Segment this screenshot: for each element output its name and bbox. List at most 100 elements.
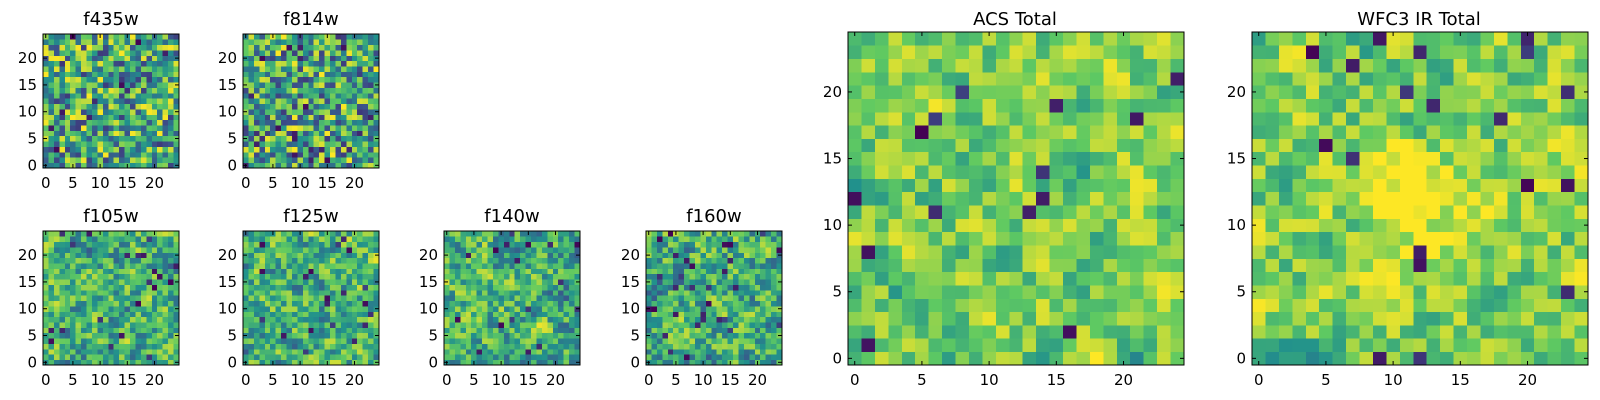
heatmap-cell xyxy=(113,55,120,62)
heatmap-cell xyxy=(694,359,701,366)
heatmap-cell xyxy=(1076,231,1091,246)
heatmap-cell xyxy=(1089,325,1104,339)
heatmap-cell xyxy=(558,311,565,318)
heatmap-cell xyxy=(646,295,652,302)
heatmap-cell xyxy=(662,247,669,253)
heatmap-cell xyxy=(97,82,104,88)
heatmap-cell xyxy=(1103,165,1118,179)
heatmap-cell xyxy=(124,125,131,131)
heatmap-cell xyxy=(91,231,98,237)
heatmap-cell xyxy=(330,316,336,323)
heatmap-cell xyxy=(59,109,66,115)
heatmap-cell xyxy=(281,130,287,137)
heatmap-cell xyxy=(1170,231,1185,246)
heatmap-cell xyxy=(1116,71,1131,86)
heatmap-cell xyxy=(81,162,87,169)
heatmap-cell xyxy=(151,146,158,153)
heatmap-cell xyxy=(346,306,353,312)
heatmap-cell xyxy=(1332,271,1347,286)
heatmap-cell xyxy=(319,103,325,110)
heatmap-cell xyxy=(955,298,970,313)
heatmap-cell xyxy=(368,273,374,280)
heatmap-cell xyxy=(1561,338,1575,353)
heatmap-cell xyxy=(324,71,331,78)
heatmap-cell xyxy=(130,162,136,169)
heatmap-cell xyxy=(43,44,49,51)
heatmap-cell xyxy=(248,231,255,237)
heatmap-cell xyxy=(330,82,336,88)
heatmap-cell xyxy=(162,332,169,339)
heatmap-cell xyxy=(135,50,142,56)
heatmap-cell xyxy=(140,289,147,296)
heatmap-cell xyxy=(48,273,55,280)
heatmap-cell xyxy=(476,306,483,312)
heatmap-cell xyxy=(253,50,260,56)
x-tick-label: 15 xyxy=(1047,371,1066,389)
heatmap-cell xyxy=(1399,245,1414,259)
heatmap-cell xyxy=(362,39,369,46)
heatmap-cell xyxy=(874,165,889,179)
heatmap-cell xyxy=(520,348,526,355)
heatmap-cell xyxy=(1399,165,1414,179)
heatmap-cell xyxy=(563,284,570,291)
heatmap-cell xyxy=(108,236,115,243)
heatmap-cell xyxy=(874,178,889,193)
heatmap-cell xyxy=(243,300,249,307)
heatmap-cell xyxy=(874,205,889,219)
heatmap-cell xyxy=(771,359,777,366)
heatmap-cell xyxy=(1426,351,1441,366)
heatmap-cell xyxy=(168,338,174,344)
heatmap-cell xyxy=(531,316,537,323)
heatmap-cell xyxy=(64,252,71,259)
heatmap-cell xyxy=(1278,205,1293,219)
heatmap-cell xyxy=(716,231,723,237)
heatmap-cell xyxy=(1372,178,1387,193)
heatmap-cell xyxy=(168,311,174,318)
heatmap-cell xyxy=(563,311,570,318)
heatmap-cell xyxy=(162,322,169,328)
heatmap-cell xyxy=(286,98,293,105)
heatmap-cell xyxy=(291,327,298,334)
heatmap-cell xyxy=(357,60,364,67)
heatmap-cell xyxy=(340,279,347,285)
heatmap-cell xyxy=(146,306,153,312)
heatmap-cell xyxy=(270,119,276,126)
heatmap-cell xyxy=(471,252,477,259)
heatmap-cell xyxy=(297,252,304,259)
heatmap-cell xyxy=(733,252,739,259)
heatmap-cell xyxy=(302,114,309,121)
heatmap-cell xyxy=(754,257,761,264)
heatmap-cell xyxy=(130,76,136,83)
heatmap-cell xyxy=(313,359,320,366)
heatmap-cell xyxy=(995,325,1010,339)
heatmap-cell xyxy=(1426,285,1441,299)
heatmap-cell xyxy=(558,322,565,328)
heatmap-cell xyxy=(444,284,450,291)
heatmap-cell xyxy=(503,257,510,264)
heatmap-cell xyxy=(75,82,82,88)
heatmap-cell xyxy=(140,316,147,323)
heatmap-cell xyxy=(368,82,374,88)
heatmap-cell xyxy=(151,141,158,147)
heatmap-cell xyxy=(81,151,87,158)
heatmap-cell xyxy=(569,306,575,312)
heatmap-cell xyxy=(157,71,164,78)
heatmap-cell xyxy=(689,273,696,280)
heatmap-cell xyxy=(760,247,767,253)
heatmap-cell xyxy=(248,130,255,137)
heatmap-cell xyxy=(75,98,82,105)
heatmap-cell xyxy=(547,332,554,339)
heatmap-cell xyxy=(70,247,76,253)
heatmap-cell xyxy=(362,162,369,169)
heatmap-cell xyxy=(286,103,293,110)
heatmap-cell xyxy=(656,306,663,312)
heatmap-cell xyxy=(302,76,309,83)
heatmap-cell xyxy=(509,306,516,312)
heatmap-cell xyxy=(982,111,997,126)
heatmap-cell xyxy=(449,252,456,259)
heatmap-cell xyxy=(656,316,663,323)
heatmap-cell xyxy=(108,82,115,88)
heatmap-cell xyxy=(157,359,164,366)
x-tick-label: 5 xyxy=(268,371,278,389)
heatmap-cell xyxy=(525,306,532,312)
